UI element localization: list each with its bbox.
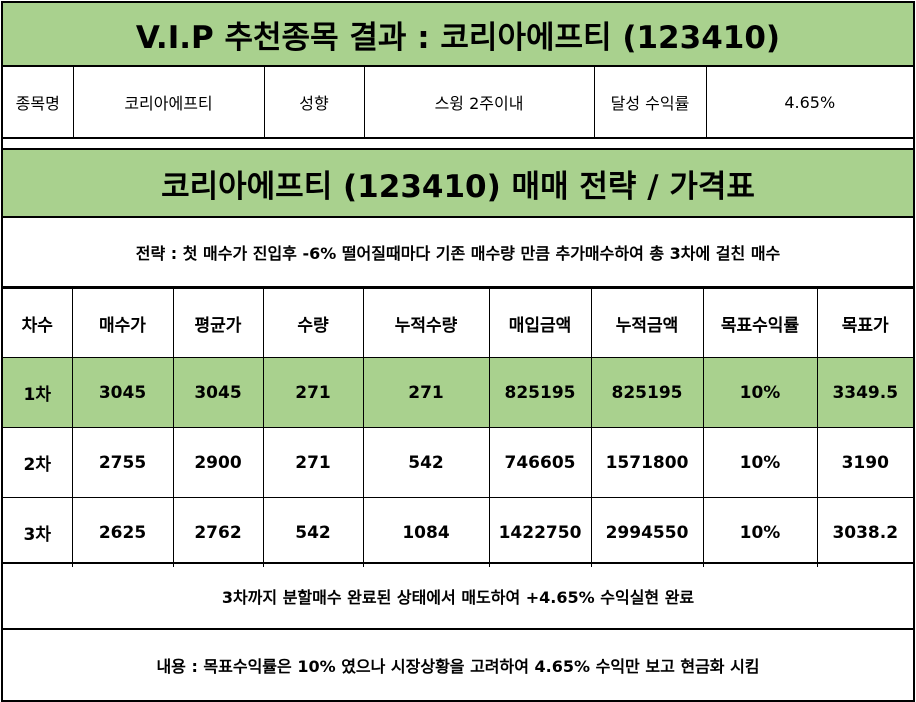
strategy-description-text: 전략 : 첫 매수가 진입후 -6% 떨어질때마다 기존 매수량 만큼 추가매수… bbox=[135, 244, 781, 263]
cell-avg-price: 2900 bbox=[172, 427, 264, 498]
cell-buy-amount: 825195 bbox=[488, 357, 592, 428]
note-text: 내용 : 목표수익률은 10% 였으나 시장상황을 고려하여 4.65% 수익만… bbox=[156, 657, 760, 676]
strategy-description: 전략 : 첫 매수가 진입후 -6% 떨어질때마다 기존 매수량 만큼 추가매수… bbox=[1, 218, 915, 288]
cell-round: 3차 bbox=[3, 497, 73, 567]
table-row: 1차 3045 3045 271 271 825195 825195 10% 3… bbox=[3, 357, 913, 428]
note: 내용 : 목표수익률은 10% 였으나 시장상황을 고려하여 4.65% 수익만… bbox=[1, 630, 915, 702]
header-cum-quantity: 누적수량 bbox=[362, 288, 490, 358]
header-avg-price: 평균가 bbox=[172, 288, 264, 358]
result-summary: 3차까지 분할매수 완료된 상태에서 매도하여 +4.65% 수익실현 완료 bbox=[1, 564, 915, 630]
stock-name-value: 코리아에프티 bbox=[72, 67, 265, 137]
style-label: 성향 bbox=[263, 67, 365, 137]
cell-avg-price: 2762 bbox=[172, 497, 264, 567]
stock-name-label: 종목명 bbox=[3, 67, 74, 137]
cell-avg-price: 3045 bbox=[172, 357, 264, 428]
cell-target-return: 10% bbox=[702, 427, 818, 498]
cell-buy-price: 3045 bbox=[71, 357, 174, 428]
cell-cum-amount: 825195 bbox=[590, 357, 704, 428]
cell-cum-amount: 2994550 bbox=[590, 497, 704, 567]
cell-quantity: 271 bbox=[262, 427, 364, 498]
info-table-row: 종목명 코리아에프티 성향 스윙 2주이내 달성 수익률 4.65% bbox=[3, 67, 913, 137]
cell-quantity: 271 bbox=[262, 357, 364, 428]
header-buy-price: 매수가 bbox=[71, 288, 174, 358]
return-value: 4.65% bbox=[705, 67, 913, 137]
strategy-title: 코리아에프티 (123410) 매매 전략 / 가격표 bbox=[1, 148, 915, 218]
header-target-return: 목표수익률 bbox=[702, 288, 818, 358]
cell-buy-amount: 746605 bbox=[488, 427, 592, 498]
header-buy-amount: 매입금액 bbox=[488, 288, 592, 358]
header-round: 차수 bbox=[3, 288, 73, 358]
cell-target-price: 3038.2 bbox=[816, 497, 913, 567]
table-row: 2차 2755 2900 271 542 746605 1571800 10% … bbox=[3, 427, 913, 498]
price-table-container: 차수 매수가 평균가 수량 누적수량 매입금액 누적금액 목표수익률 목표가 1… bbox=[1, 288, 915, 567]
page-title-text: V.I.P 추천종목 결과 : 코리아에프티 (123410) bbox=[135, 19, 781, 56]
cell-cum-amount: 1571800 bbox=[590, 427, 704, 498]
result-summary-text: 3차까지 분할매수 완료된 상태에서 매도하여 +4.65% 수익실현 완료 bbox=[221, 588, 695, 607]
cell-buy-price: 2625 bbox=[71, 497, 174, 567]
style-value: 스윙 2주이내 bbox=[363, 67, 595, 137]
table-row: 3차 2625 2762 542 1084 1422750 2994550 10… bbox=[3, 497, 913, 567]
cell-target-price: 3349.5 bbox=[816, 357, 913, 428]
cell-target-return: 10% bbox=[702, 497, 818, 567]
cell-quantity: 542 bbox=[262, 497, 364, 567]
section-divider bbox=[1, 139, 915, 148]
cell-target-price: 3190 bbox=[816, 427, 913, 498]
cell-buy-price: 2755 bbox=[71, 427, 174, 498]
info-table: 종목명 코리아에프티 성향 스윙 2주이내 달성 수익률 4.65% bbox=[3, 67, 913, 137]
strategy-title-text: 코리아에프티 (123410) 매매 전략 / 가격표 bbox=[161, 168, 755, 205]
cell-round: 2차 bbox=[3, 427, 73, 498]
header-target-price: 목표가 bbox=[816, 288, 913, 358]
cell-cum-quantity: 271 bbox=[362, 357, 490, 428]
price-table: 차수 매수가 평균가 수량 누적수량 매입금액 누적금액 목표수익률 목표가 1… bbox=[3, 288, 913, 567]
return-label: 달성 수익률 bbox=[593, 67, 707, 137]
cell-target-return: 10% bbox=[702, 357, 818, 428]
info-row: 종목명 코리아에프티 성향 스윙 2주이내 달성 수익률 4.65% bbox=[1, 67, 915, 139]
table-header-row: 차수 매수가 평균가 수량 누적수량 매입금액 누적금액 목표수익률 목표가 bbox=[3, 288, 913, 358]
header-quantity: 수량 bbox=[262, 288, 364, 358]
cell-buy-amount: 1422750 bbox=[488, 497, 592, 567]
cell-cum-quantity: 1084 bbox=[362, 497, 490, 567]
cell-cum-quantity: 542 bbox=[362, 427, 490, 498]
cell-round: 1차 bbox=[3, 357, 73, 428]
page-title: V.I.P 추천종목 결과 : 코리아에프티 (123410) bbox=[1, 1, 915, 67]
header-cum-amount: 누적금액 bbox=[590, 288, 704, 358]
